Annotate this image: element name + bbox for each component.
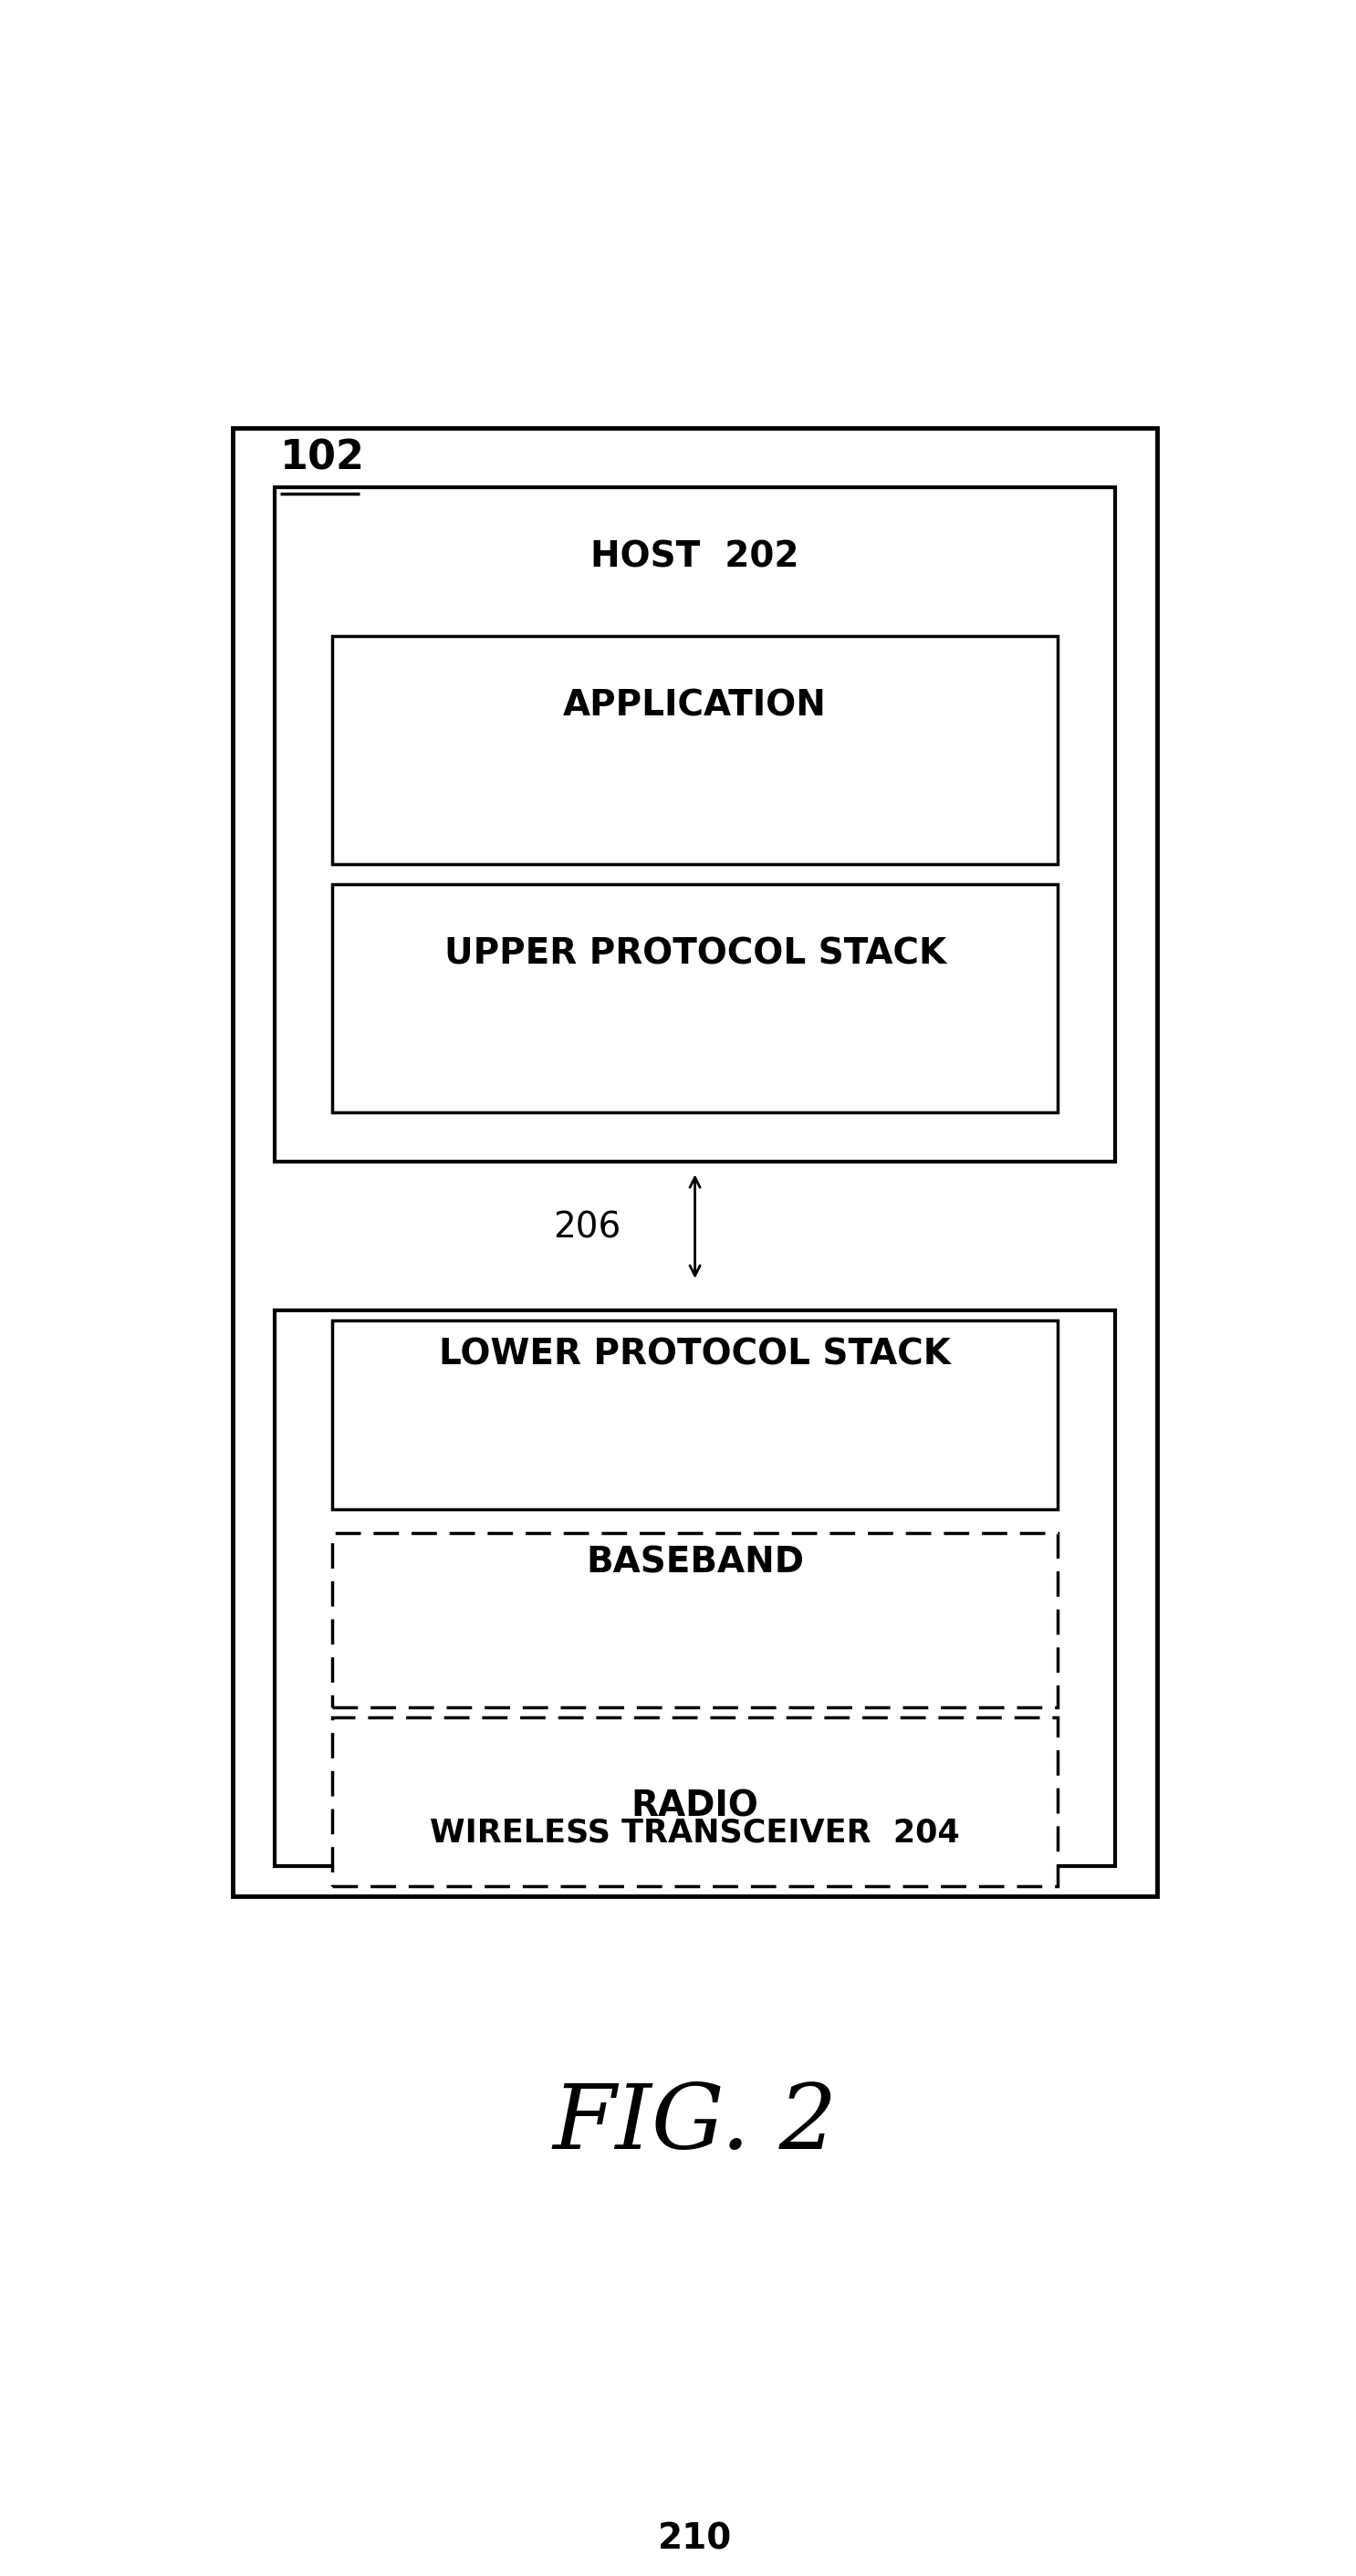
Bar [332, 884, 1058, 1113]
Bar [332, 1718, 1058, 1886]
Bar [274, 1311, 1116, 1865]
Text: LOWER PROTOCOL STACK: LOWER PROTOCOL STACK [439, 1337, 951, 1373]
Text: BASEBAND: BASEBAND [586, 1546, 804, 1579]
Text: 210: 210 [658, 2522, 732, 2555]
Text: WIRELESS TRANSCEIVER  204: WIRELESS TRANSCEIVER 204 [430, 1816, 960, 1847]
Text: 102: 102 [279, 438, 365, 477]
Text: FIG. 2: FIG. 2 [552, 2081, 838, 2166]
Text: 206: 206 [553, 1211, 621, 1244]
Text: RADIO: RADIO [631, 1790, 759, 1824]
Bar [274, 487, 1116, 1162]
Bar [332, 1321, 1058, 1510]
Bar [233, 428, 1157, 1896]
Bar [332, 1533, 1058, 1708]
Text: UPPER PROTOCOL STACK: UPPER PROTOCOL STACK [443, 938, 946, 971]
Text: APPLICATION: APPLICATION [563, 688, 827, 724]
Bar [332, 636, 1058, 866]
Text: HOST  202: HOST 202 [591, 541, 799, 574]
